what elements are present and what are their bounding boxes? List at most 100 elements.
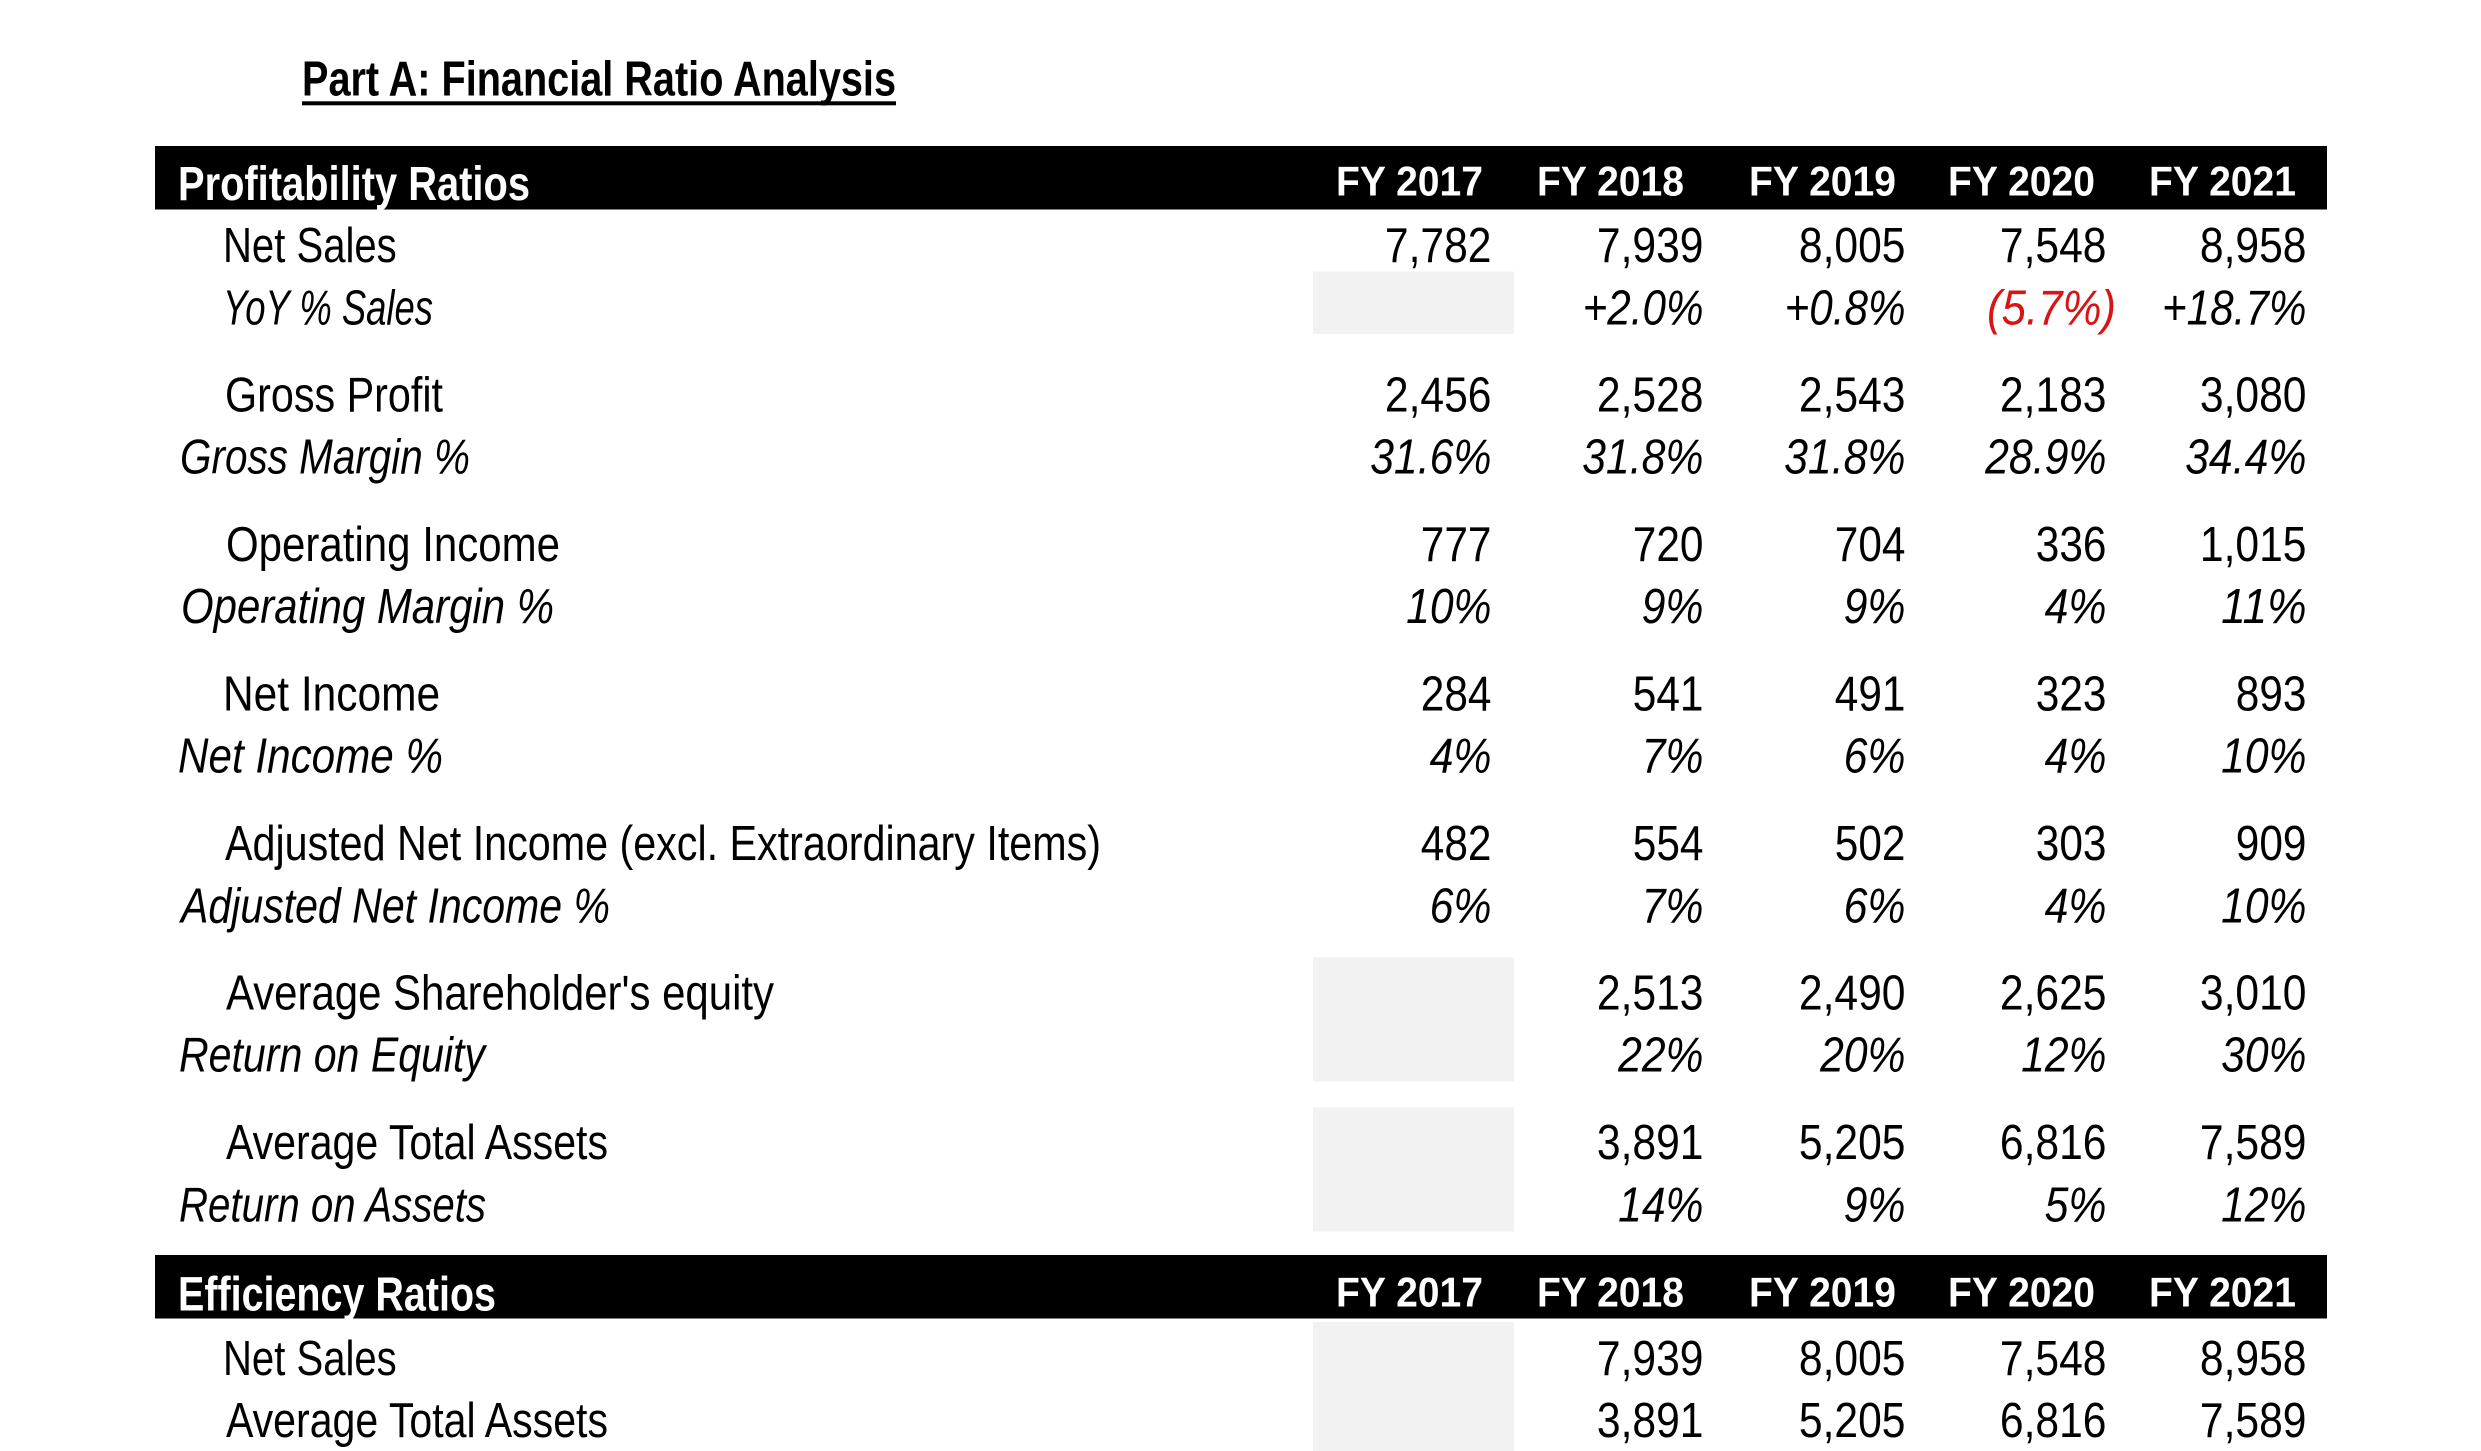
svg-text:9%: 9%: [1844, 580, 1906, 634]
svg-text:5%: 5%: [2045, 1179, 2107, 1233]
svg-text:+2.0%: +2.0%: [1583, 282, 1704, 336]
svg-text:Average Total Assets: Average Total Assets: [226, 1116, 608, 1170]
svg-text:8,958: 8,958: [2200, 219, 2307, 273]
svg-text:7,782: 7,782: [1385, 219, 1492, 273]
svg-text:Net Sales: Net Sales: [223, 1332, 397, 1386]
svg-text:FY 2017: FY 2017: [1336, 158, 1483, 205]
svg-text:+18.7%: +18.7%: [2162, 282, 2307, 336]
svg-text:909: 909: [2236, 817, 2307, 871]
svg-text:+0.8%: +0.8%: [1785, 282, 1906, 336]
svg-text:31.8%: 31.8%: [1784, 431, 1905, 485]
svg-text:10%: 10%: [2221, 730, 2306, 784]
svg-text:FY 2020: FY 2020: [1948, 158, 2095, 205]
svg-text:502: 502: [1835, 817, 1906, 871]
svg-text:482: 482: [1421, 817, 1492, 871]
svg-text:2,528: 2,528: [1597, 369, 1704, 423]
svg-text:Return on Assets: Return on Assets: [179, 1179, 486, 1233]
svg-text:284: 284: [1421, 668, 1492, 722]
svg-text:Net Sales: Net Sales: [223, 219, 397, 273]
svg-text:12%: 12%: [2221, 1179, 2306, 1233]
svg-text:11%: 11%: [2221, 580, 2306, 634]
svg-text:FY 2021: FY 2021: [2149, 1268, 2296, 1315]
svg-text:704: 704: [1835, 518, 1906, 572]
svg-text:777: 777: [1421, 518, 1492, 572]
svg-text:22%: 22%: [1617, 1029, 1703, 1083]
svg-text:Average Total Assets: Average Total Assets: [226, 1394, 608, 1448]
svg-text:Net Income %: Net Income %: [178, 730, 443, 784]
svg-text:4%: 4%: [2045, 880, 2107, 934]
svg-text:FY 2019: FY 2019: [1749, 1268, 1896, 1315]
svg-text:3,010: 3,010: [2200, 967, 2307, 1021]
svg-text:28.9%: 28.9%: [1984, 431, 2106, 485]
svg-text:7%: 7%: [1642, 880, 1704, 934]
svg-text:31.6%: 31.6%: [1370, 431, 1491, 485]
svg-text:12%: 12%: [2021, 1029, 2106, 1083]
svg-text:Average Shareholder's equity: Average Shareholder's equity: [226, 967, 775, 1021]
svg-text:34.4%: 34.4%: [2185, 431, 2306, 485]
svg-text:7,939: 7,939: [1597, 1332, 1704, 1386]
svg-text:554: 554: [1633, 817, 1704, 871]
svg-text:303: 303: [2036, 817, 2107, 871]
svg-text:4%: 4%: [1430, 730, 1492, 784]
svg-text:Return on Equity: Return on Equity: [179, 1029, 487, 1083]
svg-text:Adjusted Net Income (excl. Ext: Adjusted Net Income (excl. Extraordinary…: [225, 817, 1101, 871]
svg-text:2,456: 2,456: [1385, 369, 1492, 423]
svg-text:FY 2021: FY 2021: [2149, 158, 2296, 205]
svg-text:FY 2017: FY 2017: [1336, 1268, 1483, 1315]
svg-text:FY 2019: FY 2019: [1749, 158, 1896, 205]
svg-text:336: 336: [2036, 518, 2107, 572]
svg-text:6,816: 6,816: [2000, 1394, 2107, 1448]
svg-text:Profitability Ratios: Profitability Ratios: [178, 158, 530, 211]
svg-text:7,548: 7,548: [2000, 219, 2107, 273]
svg-text:3,891: 3,891: [1597, 1394, 1704, 1448]
svg-text:6,816: 6,816: [2000, 1116, 2107, 1170]
svg-text:Gross Margin %: Gross Margin %: [180, 431, 470, 485]
svg-text:8,958: 8,958: [2200, 1332, 2307, 1386]
svg-text:10%: 10%: [1406, 580, 1491, 634]
svg-text:Operating Income: Operating Income: [226, 518, 560, 572]
svg-text:YoY % Sales: YoY % Sales: [223, 282, 433, 336]
svg-text:20%: 20%: [1819, 1029, 1905, 1083]
svg-text:31.8%: 31.8%: [1582, 431, 1703, 485]
svg-text:7,939: 7,939: [1597, 219, 1704, 273]
svg-text:4%: 4%: [2045, 730, 2107, 784]
svg-text:491: 491: [1835, 668, 1906, 722]
svg-text:7,589: 7,589: [2200, 1116, 2307, 1170]
svg-text:5,205: 5,205: [1799, 1394, 1906, 1448]
svg-text:10%: 10%: [2221, 880, 2306, 934]
svg-text:1,015: 1,015: [2200, 518, 2307, 572]
svg-text:Efficiency Ratios: Efficiency Ratios: [178, 1269, 496, 1322]
svg-text:2,183: 2,183: [2000, 369, 2107, 423]
svg-text:Part A: Financial Ratio Analys: Part A: Financial Ratio Analysis: [302, 53, 896, 107]
svg-text:Net Income: Net Income: [223, 668, 440, 722]
svg-text:9%: 9%: [1642, 580, 1704, 634]
svg-text:3,080: 3,080: [2200, 369, 2307, 423]
svg-text:6%: 6%: [1844, 730, 1906, 784]
svg-text:2,543: 2,543: [1799, 369, 1906, 423]
svg-text:8,005: 8,005: [1799, 1332, 1906, 1386]
svg-text:2,513: 2,513: [1597, 967, 1704, 1021]
svg-text:7%: 7%: [1642, 730, 1704, 784]
svg-text:Operating Margin %: Operating Margin %: [181, 580, 554, 634]
svg-text:7,589: 7,589: [2200, 1394, 2307, 1448]
svg-text:2,625: 2,625: [2000, 967, 2107, 1021]
svg-text:5,205: 5,205: [1799, 1116, 1906, 1170]
svg-text:6%: 6%: [1430, 880, 1492, 934]
svg-text:9%: 9%: [1844, 1179, 1906, 1233]
svg-text:4%: 4%: [2045, 580, 2107, 634]
svg-text:893: 893: [2236, 668, 2307, 722]
svg-text:720: 720: [1633, 518, 1704, 572]
svg-text:30%: 30%: [2221, 1029, 2306, 1083]
svg-text:541: 541: [1633, 668, 1704, 722]
svg-text:FY 2018: FY 2018: [1537, 1268, 1684, 1315]
svg-text:Adjusted Net Income %: Adjusted Net Income %: [178, 880, 610, 934]
svg-text:323: 323: [2036, 668, 2107, 722]
svg-text:FY 2018: FY 2018: [1537, 158, 1684, 205]
svg-text:7,548: 7,548: [2000, 1332, 2107, 1386]
svg-text:6%: 6%: [1844, 880, 1906, 934]
svg-text:8,005: 8,005: [1799, 219, 1906, 273]
svg-text:FY 2020: FY 2020: [1948, 1268, 2095, 1315]
svg-text:(5.7%): (5.7%): [1987, 282, 2116, 336]
svg-text:3,891: 3,891: [1597, 1116, 1704, 1170]
svg-text:2,490: 2,490: [1799, 967, 1906, 1021]
